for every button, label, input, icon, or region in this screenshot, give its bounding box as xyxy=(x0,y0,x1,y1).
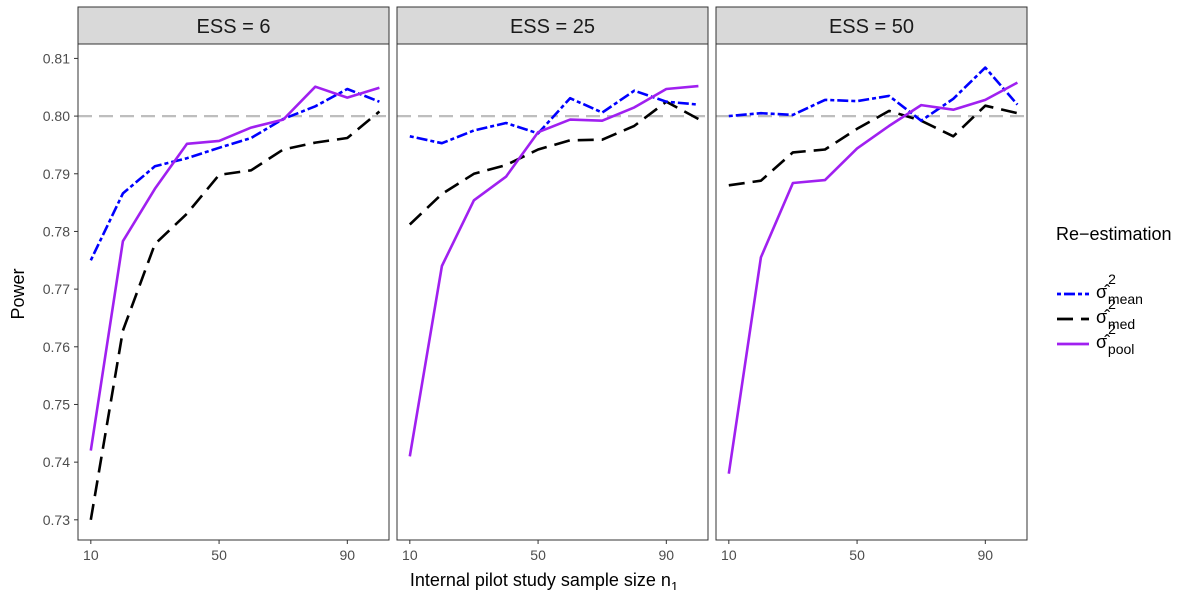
facet-panel: ESS = 50 10 50 90 xyxy=(715,6,1028,563)
panels: ESS = 6 10 50 90 0.73 0.74 0.75 0.76 0.77 0.78 0.7… xyxy=(43,6,1028,563)
x-tick-label: 90 xyxy=(340,547,356,563)
x-axis-title: Internal pilot study sample size n1 xyxy=(410,570,678,590)
x-tick-label: 10 xyxy=(83,547,99,563)
x-tick-label: 90 xyxy=(978,547,994,563)
series-line-med xyxy=(728,104,1018,187)
plot-area xyxy=(78,44,389,540)
x-tick-label: 50 xyxy=(849,547,865,563)
x-tick-label: 50 xyxy=(530,547,546,563)
legend-label-med: σ̂2 med xyxy=(1096,296,1135,332)
x-tick-label: 10 xyxy=(402,547,418,563)
facet-strip-label: ESS = 6 xyxy=(197,16,271,38)
legend-label-mean: σ̂2 mean xyxy=(1096,271,1143,307)
y-tick-label: 0.73 xyxy=(43,512,70,528)
y-tick-label: 0.79 xyxy=(43,166,70,182)
series-line-mean xyxy=(89,87,380,261)
x-tick-label: 90 xyxy=(659,547,675,563)
legend-entry-mean: σ̂2 mean xyxy=(1057,271,1143,307)
facet-strip-label: ESS = 50 xyxy=(829,16,914,38)
series-line-med xyxy=(89,110,381,521)
legend-entry-pool: σ̂2 pool xyxy=(1057,321,1134,357)
x-tick-label: 50 xyxy=(211,547,227,563)
legend-label-pool: σ̂2 pool xyxy=(1096,321,1134,357)
series-line-med xyxy=(408,100,700,226)
series-line-mean xyxy=(409,89,699,145)
y-tick-label: 0.81 xyxy=(43,50,70,66)
y-axis-title: Power xyxy=(8,268,28,319)
facet-strip-label: ESS = 25 xyxy=(510,16,595,38)
y-tick-label: 0.77 xyxy=(43,281,70,297)
y-tick-label: 0.74 xyxy=(43,454,70,470)
panel-border xyxy=(77,43,390,541)
panel-border xyxy=(715,43,1028,541)
y-tick-label: 0.80 xyxy=(43,108,70,124)
facet-panel: ESS = 25 10 50 90 xyxy=(396,6,709,563)
plot-area xyxy=(716,44,1027,540)
facet-strip xyxy=(715,6,1028,45)
facet-strip xyxy=(396,6,709,45)
series-line-pool xyxy=(89,85,380,451)
x-tick-label: 10 xyxy=(721,547,737,563)
series-line-pool xyxy=(727,81,1019,474)
facet-strip xyxy=(77,6,390,45)
facet-panel: ESS = 6 10 50 90 0.73 0.74 0.75 0.76 0.77 0.78 0.7… xyxy=(43,6,390,563)
panel-border xyxy=(396,43,709,541)
y-tick-label: 0.76 xyxy=(43,339,70,355)
series-line-mean xyxy=(728,66,1019,122)
y-tick-label: 0.78 xyxy=(43,223,70,239)
legend-title: Re−estimation xyxy=(1056,224,1172,244)
series-line-pool xyxy=(408,84,699,457)
y-tick-label: 0.75 xyxy=(43,396,70,412)
legend-entry-med: σ̂2 med xyxy=(1057,296,1135,332)
